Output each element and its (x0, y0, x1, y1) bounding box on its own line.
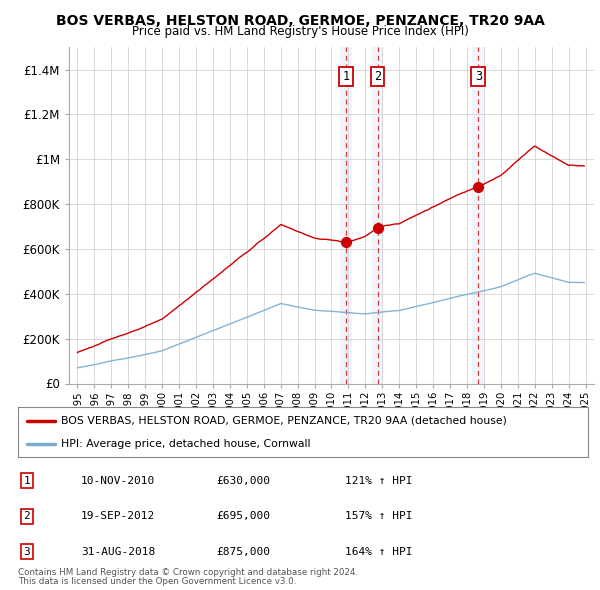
Text: HPI: Average price, detached house, Cornwall: HPI: Average price, detached house, Corn… (61, 439, 310, 449)
Text: 31-AUG-2018: 31-AUG-2018 (81, 547, 155, 556)
Text: £695,000: £695,000 (216, 512, 270, 521)
Text: 3: 3 (475, 70, 482, 83)
Text: 157% ↑ HPI: 157% ↑ HPI (345, 512, 413, 521)
Text: 121% ↑ HPI: 121% ↑ HPI (345, 476, 413, 486)
Text: £630,000: £630,000 (216, 476, 270, 486)
Text: Contains HM Land Registry data © Crown copyright and database right 2024.: Contains HM Land Registry data © Crown c… (18, 568, 358, 577)
Text: Price paid vs. HM Land Registry's House Price Index (HPI): Price paid vs. HM Land Registry's House … (131, 25, 469, 38)
Text: 164% ↑ HPI: 164% ↑ HPI (345, 547, 413, 556)
Text: 1: 1 (23, 476, 31, 486)
Text: 1: 1 (343, 70, 350, 83)
Bar (472, 47, 484, 384)
Text: 2: 2 (23, 512, 31, 521)
Text: £875,000: £875,000 (216, 547, 270, 556)
Bar (340, 47, 352, 384)
Text: 2: 2 (374, 70, 381, 83)
Bar (371, 47, 383, 384)
Text: 10-NOV-2010: 10-NOV-2010 (81, 476, 155, 486)
Text: This data is licensed under the Open Government Licence v3.0.: This data is licensed under the Open Gov… (18, 578, 296, 586)
Text: 19-SEP-2012: 19-SEP-2012 (81, 512, 155, 521)
Text: BOS VERBAS, HELSTON ROAD, GERMOE, PENZANCE, TR20 9AA: BOS VERBAS, HELSTON ROAD, GERMOE, PENZAN… (56, 14, 544, 28)
Text: BOS VERBAS, HELSTON ROAD, GERMOE, PENZANCE, TR20 9AA (detached house): BOS VERBAS, HELSTON ROAD, GERMOE, PENZAN… (61, 415, 506, 425)
Text: 3: 3 (23, 547, 31, 556)
